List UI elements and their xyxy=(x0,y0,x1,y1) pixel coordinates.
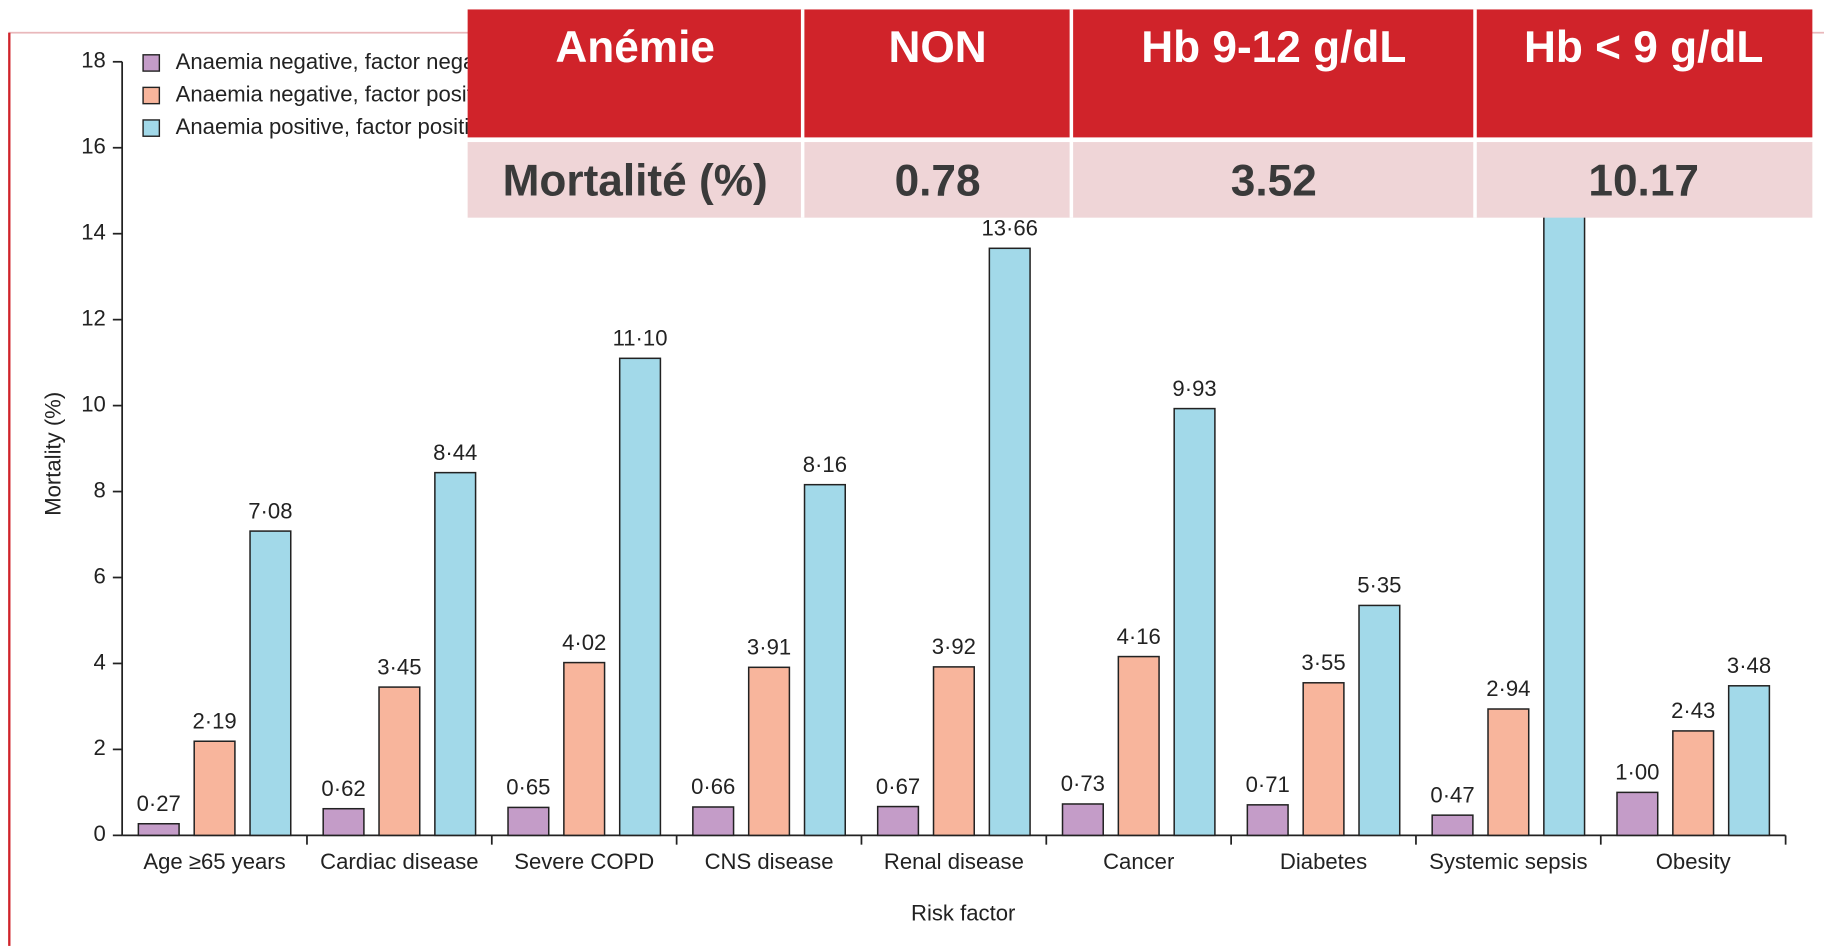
value-label: 8·16 xyxy=(803,452,847,477)
value-label: 5·35 xyxy=(1357,573,1401,598)
bar xyxy=(1672,730,1715,837)
value-label: 0·62 xyxy=(321,776,365,801)
bar xyxy=(249,530,292,837)
value-label: 0·71 xyxy=(1246,772,1290,797)
y-axis-label: Mortality (%) xyxy=(41,392,66,516)
bar xyxy=(322,807,365,837)
y-tick-label: 2 xyxy=(94,735,106,760)
table-row-bg xyxy=(467,142,1813,218)
value-label: 4·16 xyxy=(1117,624,1161,649)
x-tick-label: Renal disease xyxy=(884,849,1024,874)
bar xyxy=(563,661,606,837)
y-tick-label: 0 xyxy=(94,821,106,846)
bar xyxy=(1358,604,1401,837)
bar xyxy=(1246,804,1289,837)
bar xyxy=(803,483,846,837)
legend-label: Anaemia positive, factor positive xyxy=(176,114,493,139)
bar xyxy=(1117,655,1160,837)
table-cell: 3.52 xyxy=(1231,157,1317,206)
y-tick-label: 14 xyxy=(81,220,106,245)
table-cell: Mortalité (%) xyxy=(503,157,768,206)
bar xyxy=(193,740,236,837)
x-tick-label: Systemic sepsis xyxy=(1429,849,1587,874)
value-label: 0·67 xyxy=(876,774,920,799)
y-tick-label: 8 xyxy=(94,477,106,502)
table-cell: 0.78 xyxy=(895,157,981,206)
legend-label: Anaemia negative, factor positive xyxy=(176,81,501,106)
legend-swatch xyxy=(142,119,161,137)
y-tick-label: 6 xyxy=(94,563,106,588)
table-header-cell: Hb 9-12 g/dL xyxy=(1141,23,1406,72)
legend-swatch xyxy=(142,86,161,105)
table-cell: 10.17 xyxy=(1588,157,1699,206)
value-label: 13·66 xyxy=(981,216,1038,241)
y-tick-label: 10 xyxy=(81,391,106,416)
bar xyxy=(1616,791,1659,837)
x-tick-label: Severe COPD xyxy=(514,849,654,874)
bar xyxy=(1543,168,1586,837)
legend-swatch xyxy=(142,54,161,72)
plot: 0 2 4 6 8 10 12 14 16 18 Age ≥65 years 0·27 2·19 7·08… xyxy=(81,48,1787,874)
table-header-cell: NON xyxy=(888,23,986,72)
bar xyxy=(1727,685,1771,837)
value-label: 3·55 xyxy=(1301,650,1345,675)
bar xyxy=(1173,407,1216,837)
bar xyxy=(1431,814,1474,837)
bar xyxy=(988,247,1031,837)
bar xyxy=(692,806,735,837)
value-label: 3·48 xyxy=(1727,653,1771,678)
value-label: 3·91 xyxy=(747,635,791,660)
value-label: 1·00 xyxy=(1615,760,1659,785)
value-label: 7·08 xyxy=(248,498,292,523)
y-tick-label: 4 xyxy=(94,649,106,674)
value-label: 0·73 xyxy=(1061,771,1105,796)
x-tick-label: Cancer xyxy=(1103,849,1174,874)
bar xyxy=(507,806,550,837)
table: Anémie NON Hb 9-12 g/dL Hb < 9 g/dL Mort… xyxy=(467,9,1813,218)
table-header-cell: Hb < 9 g/dL xyxy=(1524,23,1763,72)
value-label: 3·92 xyxy=(932,634,976,659)
x-tick-label: Obesity xyxy=(1656,849,1731,874)
y-tick-label: 18 xyxy=(81,48,106,73)
bar xyxy=(932,666,975,837)
value-label: 0·47 xyxy=(1430,782,1474,807)
bar xyxy=(137,822,180,837)
value-label: 8·44 xyxy=(433,440,477,465)
bar xyxy=(1302,682,1345,837)
value-label: 0·65 xyxy=(506,775,550,800)
value-label: 4·02 xyxy=(562,630,606,655)
value-label: 2·19 xyxy=(192,708,236,733)
bar xyxy=(1487,708,1530,837)
bar xyxy=(434,471,477,837)
value-label: 9·93 xyxy=(1172,376,1216,401)
value-label: 2·43 xyxy=(1671,698,1715,723)
value-label: 11·10 xyxy=(613,326,668,351)
x-axis-label: Risk factor xyxy=(911,900,1015,925)
bar xyxy=(747,666,791,837)
legend-label: Anaemia negative, factor negative xyxy=(176,49,510,74)
bar xyxy=(1061,803,1104,837)
value-label: 0·66 xyxy=(691,774,735,799)
bar xyxy=(618,357,662,837)
x-tick-label: Age ≥65 years xyxy=(143,849,285,874)
x-tick-label: Cardiac disease xyxy=(320,849,478,874)
y-tick-label: 12 xyxy=(81,305,106,330)
value-label: 0·27 xyxy=(137,791,181,816)
bar xyxy=(876,805,920,837)
x-tick-label: CNS disease xyxy=(705,849,834,874)
x-tick-label: Diabetes xyxy=(1280,849,1367,874)
value-label: 2·94 xyxy=(1486,676,1530,701)
bar xyxy=(378,686,421,837)
table-header-bg xyxy=(467,9,1813,138)
value-label: 3·45 xyxy=(377,654,421,679)
table-header-cell: Anémie xyxy=(555,23,715,72)
y-tick-label: 16 xyxy=(81,134,106,159)
